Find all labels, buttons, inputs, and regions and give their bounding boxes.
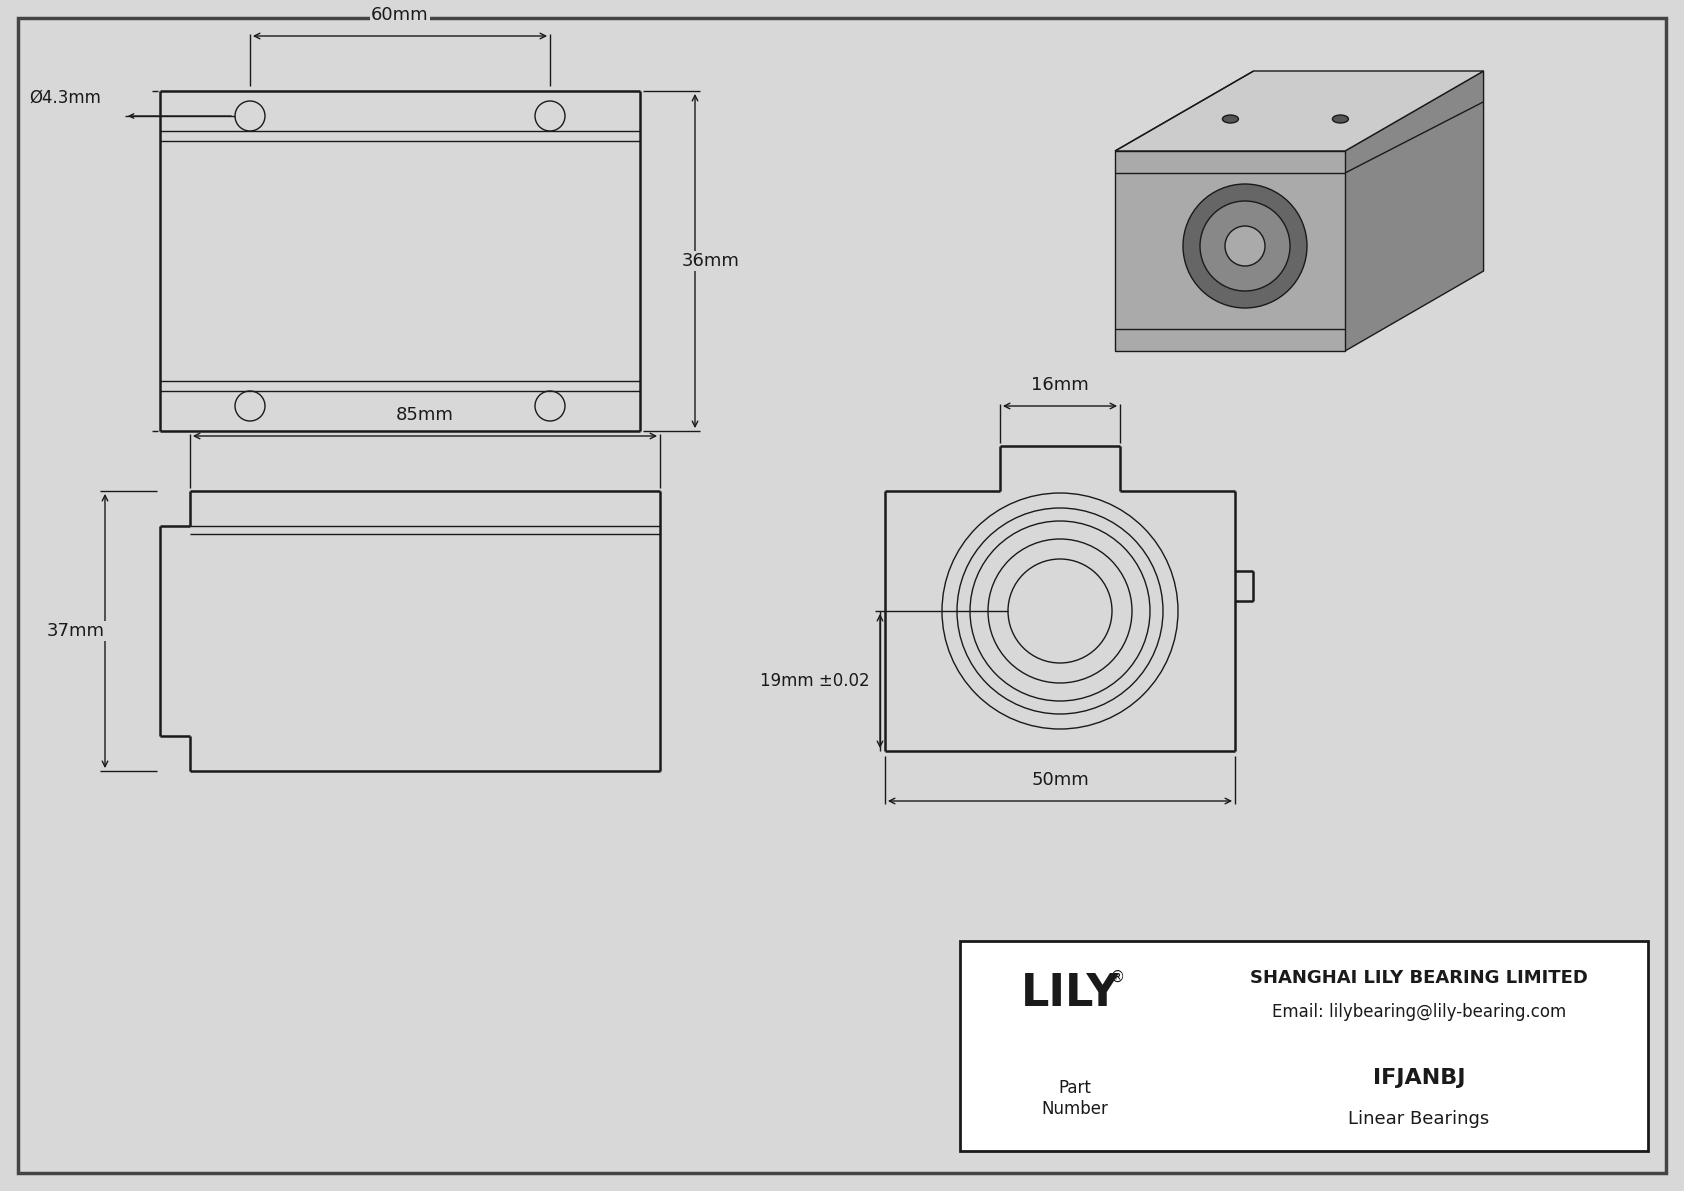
Circle shape xyxy=(1201,201,1290,291)
Text: 36mm: 36mm xyxy=(682,252,739,270)
Text: 16mm: 16mm xyxy=(1031,376,1090,394)
Text: Part
Number: Part Number xyxy=(1042,1079,1108,1118)
Text: 85mm: 85mm xyxy=(396,406,455,424)
Circle shape xyxy=(1182,183,1307,308)
Bar xyxy=(960,941,1649,1151)
Text: 50mm: 50mm xyxy=(1031,771,1090,788)
Text: 19mm ±0.02: 19mm ±0.02 xyxy=(761,672,871,690)
Polygon shape xyxy=(1346,71,1484,351)
Polygon shape xyxy=(1115,71,1484,151)
Text: Linear Bearings: Linear Bearings xyxy=(1349,1110,1490,1129)
Text: LILY: LILY xyxy=(1021,972,1120,1015)
Text: ®: ® xyxy=(1110,969,1125,985)
Text: Ø4.3mm: Ø4.3mm xyxy=(29,89,101,107)
Text: IFJANBJ: IFJANBJ xyxy=(1372,1067,1465,1087)
Ellipse shape xyxy=(1332,116,1349,123)
Polygon shape xyxy=(1115,151,1346,351)
Text: 37mm: 37mm xyxy=(47,622,104,640)
Circle shape xyxy=(1224,226,1265,266)
Text: SHANGHAI LILY BEARING LIMITED: SHANGHAI LILY BEARING LIMITED xyxy=(1250,968,1588,987)
Ellipse shape xyxy=(1223,116,1238,123)
Text: Email: lilybearing@lily-bearing.com: Email: lilybearing@lily-bearing.com xyxy=(1271,1003,1566,1022)
Text: 60mm: 60mm xyxy=(370,6,429,24)
